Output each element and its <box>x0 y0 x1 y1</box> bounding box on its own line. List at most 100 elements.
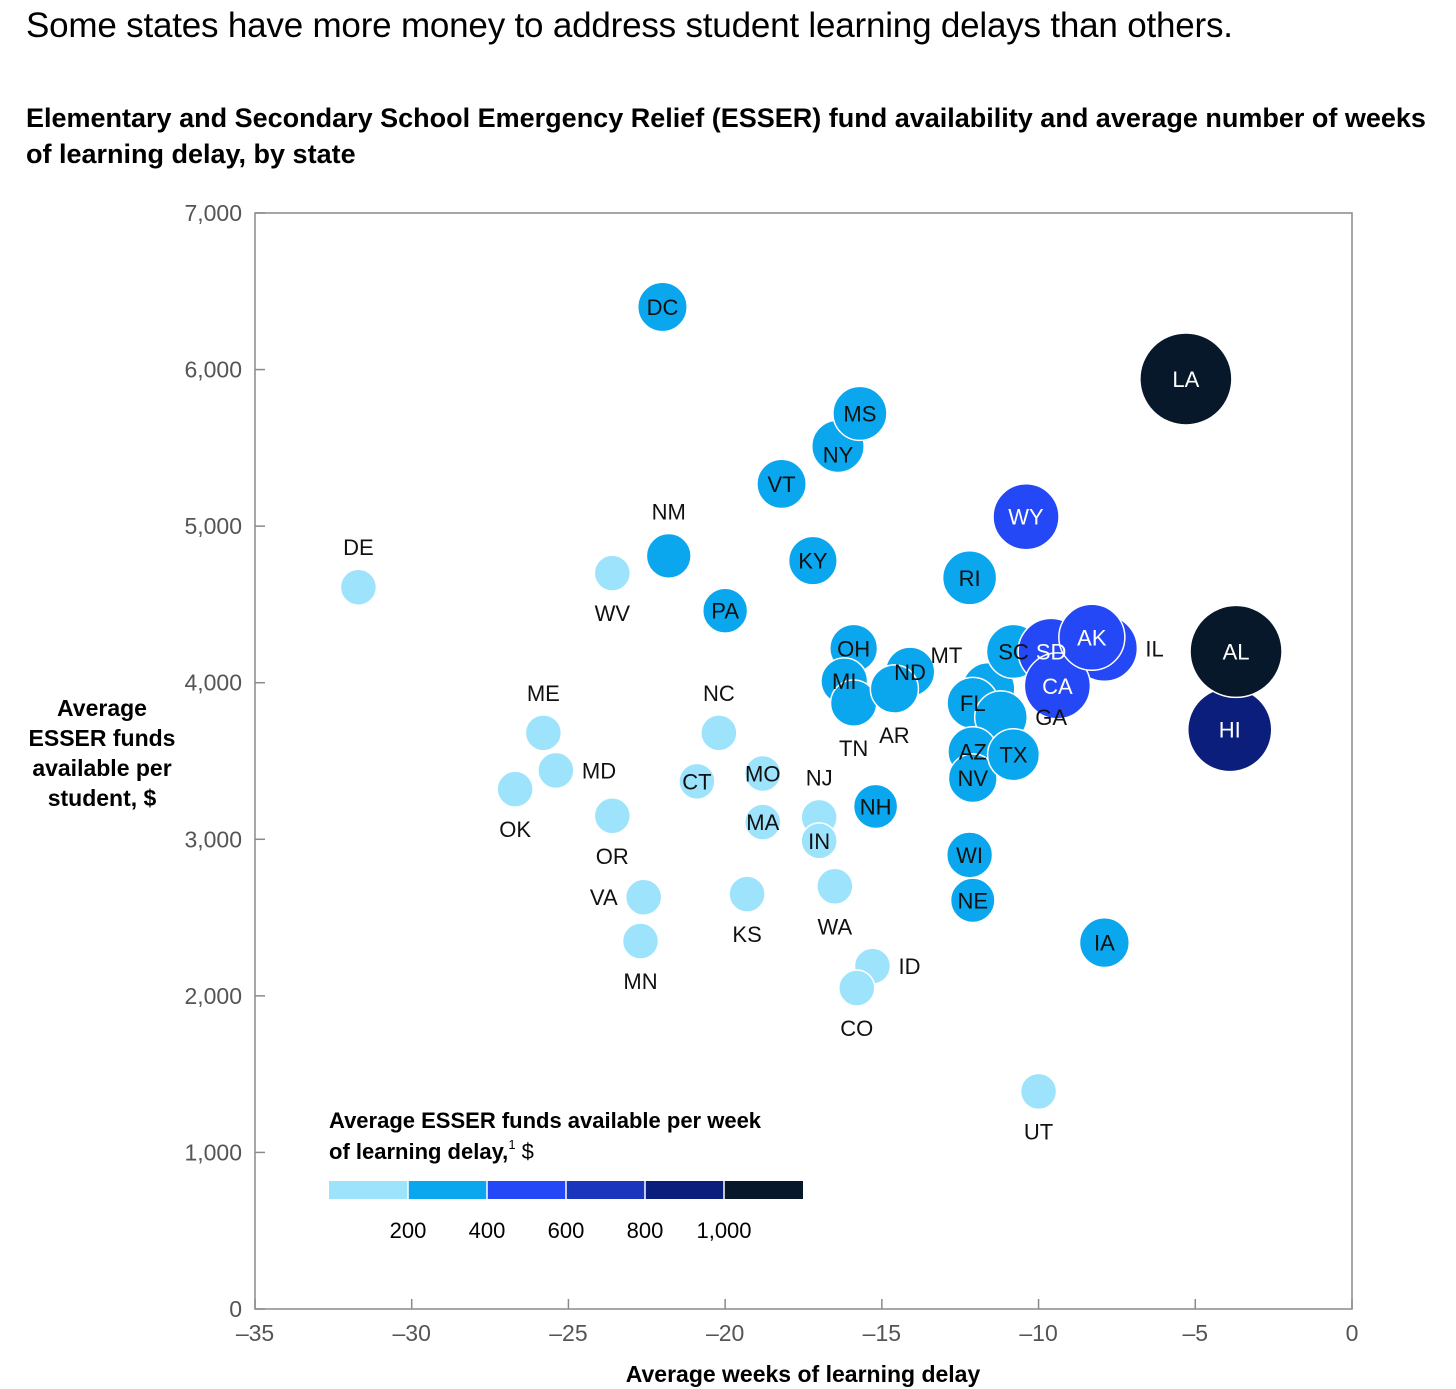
bubble-ar <box>869 664 920 714</box>
y-axis-title-line: ESSER funds <box>29 725 176 751</box>
bubble-label-id: ID <box>898 954 920 979</box>
y-axis-title-line: student, $ <box>48 785 157 811</box>
bubble-label-ga: GA <box>1035 705 1067 730</box>
x-tick-label: –5 <box>1182 1320 1208 1346</box>
bubble-ri <box>941 550 998 606</box>
bubble-ct <box>678 762 716 801</box>
bubble-label-fl: FL <box>960 691 986 716</box>
bubble-mo <box>744 754 782 793</box>
bubble-al <box>1189 604 1283 699</box>
bubble-label-md: MD <box>582 758 616 783</box>
bubble-label-vt: VT <box>767 472 795 497</box>
x-tick-label: –35 <box>236 1320 274 1346</box>
bubble-label-mi: MI <box>832 669 856 694</box>
y-axis-title-line: Average <box>57 695 147 721</box>
bubble-label-dc: DC <box>647 295 679 320</box>
bubble-label-co: CO <box>840 1016 873 1041</box>
bubble-ca <box>1023 652 1092 720</box>
legend-title-line: of learning delay,1 $ <box>329 1137 534 1164</box>
bubble-or <box>593 797 632 835</box>
bubble-label-tx: TX <box>999 743 1027 768</box>
bubble-ne <box>949 877 996 924</box>
bubble-label-az: AZ <box>959 740 987 765</box>
bubble-ok <box>496 770 534 808</box>
bubble-label-wi: WI <box>956 843 983 868</box>
bubble-labels: DE WV ME MD OK OR VA MN NC CT MO MA KS NJ IN WA ID CO UT DC… <box>343 295 1249 1144</box>
bubble-co <box>838 969 876 1007</box>
legend-tick-label: 200 <box>390 1218 427 1243</box>
legend-swatch <box>645 1181 724 1199</box>
bubble-label-nm: NM <box>652 500 686 525</box>
bubble-vt <box>756 458 807 510</box>
bubble-nm <box>645 532 692 579</box>
legend-swatch <box>408 1181 487 1199</box>
bubble-label-wv: WV <box>595 601 631 626</box>
y-axis-title-line: available per <box>32 755 171 781</box>
bubble-de <box>339 568 378 606</box>
bubble-label-ut: UT <box>1024 1119 1053 1144</box>
bubble-label-ok: OK <box>499 817 531 842</box>
bubble-label-ar: AR <box>879 723 910 748</box>
bubble-nh <box>852 783 899 830</box>
bubble-label-me: ME <box>527 681 560 706</box>
chart-headline: Some states have more money to address s… <box>26 6 1233 45</box>
y-tick-label: 7,000 <box>184 200 242 226</box>
bubble-label-il: IL <box>1145 636 1163 661</box>
legend-tick-label: 1,000 <box>696 1218 751 1243</box>
bubble-mn <box>621 922 660 960</box>
bubble-label-nd: ND <box>894 660 926 685</box>
bubble-label-ri: RI <box>959 566 981 591</box>
bubble-label-in: IN <box>808 829 830 854</box>
bubble-wa <box>816 867 854 906</box>
bubble-label-nj: NJ <box>806 765 833 790</box>
legend-tick-label: 800 <box>627 1218 664 1243</box>
y-tick-label: 2,000 <box>184 983 242 1009</box>
y-tick-label: 0 <box>229 1296 242 1322</box>
legend-title-line: Average ESSER funds available per week <box>329 1108 762 1133</box>
bubble-ky <box>787 535 838 586</box>
x-axis-title: Average weeks of learning delay <box>626 1361 981 1387</box>
x-tick-label: –20 <box>706 1320 744 1346</box>
bubble-nv <box>947 753 998 804</box>
y-tick-label: 6,000 <box>184 357 242 383</box>
bubble-label-al: AL <box>1223 639 1250 664</box>
legend-tick-label: 400 <box>469 1218 506 1243</box>
bubble-label-nv: NV <box>957 766 988 791</box>
plot-frame <box>254 212 1353 1310</box>
bubble-label-nc: NC <box>703 681 735 706</box>
x-tick-label: –15 <box>863 1320 901 1346</box>
bubble-label-de: DE <box>343 535 374 560</box>
legend-swatch <box>487 1181 566 1199</box>
bubble-label-sd: SD <box>1036 639 1067 664</box>
bubble-label-mt: MT <box>931 643 963 668</box>
bubble-label-tn: TN <box>839 736 868 761</box>
bubble-label-ca: CA <box>1042 674 1073 699</box>
legend-swatch <box>566 1181 645 1199</box>
legend-tick-label: 600 <box>548 1218 585 1243</box>
x-tick-label: 0 <box>1346 1320 1359 1346</box>
bubble-label-wa: WA <box>818 914 853 939</box>
bubble-ks <box>728 875 766 913</box>
bubble-label-or: OR <box>596 844 629 869</box>
bubble-label-hi: HI <box>1219 718 1241 743</box>
bubble-ut <box>1019 1072 1058 1111</box>
bubble-ia <box>1078 916 1131 969</box>
x-axis: –35 –30 –25 –20 –15 –10 –5 0 <box>236 1299 1359 1346</box>
bubble-label-ks: KS <box>732 922 761 947</box>
bubble-ak <box>1058 603 1126 672</box>
legend: Average ESSER funds available per week of… <box>329 1108 803 1243</box>
bubble-label-va: VA <box>590 885 618 910</box>
bubble-la <box>1139 332 1233 426</box>
y-tick-label: 5,000 <box>184 513 242 539</box>
legend-swatch <box>724 1181 803 1199</box>
legend-swatch <box>329 1181 408 1199</box>
bubble-label-ny: NY <box>823 442 854 467</box>
bubble-pa <box>701 587 749 634</box>
bubble-label-ia: IA <box>1094 931 1115 956</box>
bubble-label-la: LA <box>1172 367 1199 392</box>
x-tick-label: –10 <box>1019 1320 1057 1346</box>
bubble-va <box>624 878 663 916</box>
bubble-label-ct: CT <box>682 769 711 794</box>
y-tick-label: 1,000 <box>184 1139 242 1165</box>
